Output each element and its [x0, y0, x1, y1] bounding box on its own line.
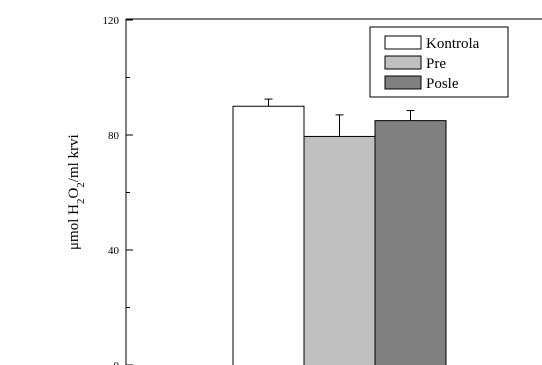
bars — [232, 105, 447, 365]
error-bars — [264, 98, 415, 137]
legend-label-posle: Posle — [426, 76, 459, 92]
bar-pre — [303, 135, 376, 365]
y-tick-label: 40 — [108, 245, 120, 257]
y-ticks: 0 40 80 120 — [103, 15, 133, 365]
y-tick-label: 120 — [103, 15, 120, 27]
y-axis-label: μmol H2O2/ml krvi — [66, 134, 87, 250]
legend-label-pre: Pre — [426, 56, 446, 72]
bar-posle — [374, 120, 447, 365]
legend-swatch-kontrola — [384, 35, 422, 50]
y-tick-label: 0 — [114, 360, 120, 365]
bar-kontrola — [232, 105, 305, 365]
legend-label-kontrola: Kontrola — [426, 36, 480, 52]
legend-swatch-pre — [384, 55, 422, 70]
legend: Kontrola Pre Posle — [369, 26, 509, 98]
legend-swatch-posle — [384, 75, 422, 90]
y-tick-label: 80 — [108, 130, 120, 142]
